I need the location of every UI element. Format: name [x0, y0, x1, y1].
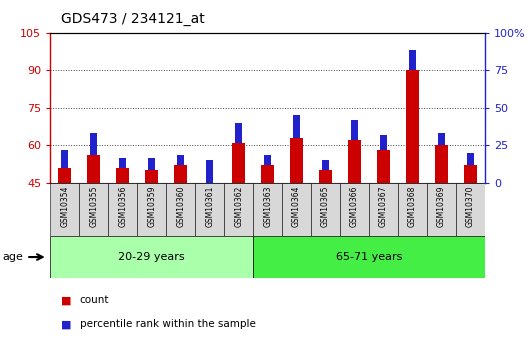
- Bar: [224, 183, 253, 236]
- Text: ■: ■: [61, 319, 72, 329]
- Bar: [467, 153, 474, 165]
- Bar: [195, 183, 224, 236]
- Bar: [232, 143, 245, 183]
- Text: GDS473 / 234121_at: GDS473 / 234121_at: [61, 12, 205, 26]
- Text: GSM10367: GSM10367: [379, 186, 388, 227]
- Text: count: count: [80, 295, 109, 305]
- Bar: [116, 168, 129, 183]
- Bar: [293, 115, 300, 138]
- Bar: [148, 158, 155, 170]
- Text: GSM10366: GSM10366: [350, 186, 359, 227]
- Text: GSM10370: GSM10370: [466, 186, 475, 227]
- Text: GSM10362: GSM10362: [234, 186, 243, 227]
- Text: age: age: [3, 252, 23, 262]
- Bar: [456, 183, 485, 236]
- Bar: [282, 183, 311, 236]
- Text: GSM10355: GSM10355: [90, 186, 98, 227]
- Bar: [369, 183, 398, 236]
- Bar: [340, 183, 369, 236]
- Bar: [119, 158, 127, 168]
- Bar: [166, 183, 195, 236]
- Text: percentile rank within the sample: percentile rank within the sample: [80, 319, 255, 329]
- Bar: [438, 133, 445, 145]
- Bar: [261, 165, 274, 183]
- Bar: [290, 138, 303, 183]
- Bar: [253, 183, 282, 236]
- Bar: [108, 183, 137, 236]
- Text: ■: ■: [61, 295, 72, 305]
- Text: GSM10356: GSM10356: [118, 186, 127, 227]
- Bar: [322, 160, 329, 170]
- Bar: [427, 183, 456, 236]
- Text: GSM10369: GSM10369: [437, 186, 446, 227]
- Text: 65-71 years: 65-71 years: [336, 252, 402, 262]
- Bar: [50, 236, 253, 278]
- Bar: [174, 165, 187, 183]
- Text: GSM10368: GSM10368: [408, 186, 417, 227]
- Text: GSM10363: GSM10363: [263, 186, 272, 227]
- Bar: [58, 168, 72, 183]
- Bar: [406, 70, 419, 183]
- Bar: [87, 155, 100, 183]
- Text: GSM10364: GSM10364: [292, 186, 301, 227]
- Bar: [311, 183, 340, 236]
- Bar: [177, 155, 184, 165]
- Bar: [380, 135, 387, 150]
- Text: GSM10365: GSM10365: [321, 186, 330, 227]
- Text: 20-29 years: 20-29 years: [118, 252, 185, 262]
- Text: GSM10354: GSM10354: [60, 186, 69, 227]
- Bar: [50, 183, 80, 236]
- Bar: [80, 183, 108, 236]
- Bar: [137, 183, 166, 236]
- Bar: [264, 155, 271, 165]
- Bar: [377, 150, 390, 183]
- Text: GSM10359: GSM10359: [147, 186, 156, 227]
- Text: GSM10361: GSM10361: [205, 186, 214, 227]
- Bar: [398, 183, 427, 236]
- Text: GSM10360: GSM10360: [176, 186, 185, 227]
- Bar: [90, 133, 98, 155]
- Bar: [351, 120, 358, 140]
- Bar: [253, 236, 485, 278]
- Bar: [206, 160, 213, 183]
- Bar: [464, 165, 477, 183]
- Bar: [435, 145, 448, 183]
- Bar: [235, 123, 242, 143]
- Bar: [319, 170, 332, 183]
- Bar: [409, 50, 416, 70]
- Bar: [145, 170, 158, 183]
- Bar: [61, 150, 68, 168]
- Bar: [348, 140, 361, 183]
